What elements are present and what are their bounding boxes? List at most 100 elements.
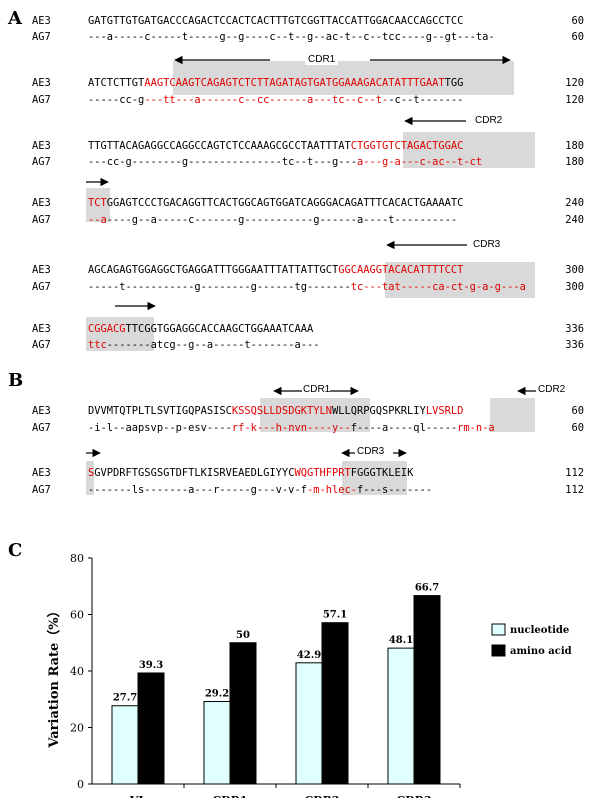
panel-b-cdr-arrows [86, 386, 536, 458]
panel-a-cdr-arrows [86, 55, 511, 311]
cdr3-aa-highlight [342, 461, 407, 495]
seq-name-ag7: AG7 [32, 339, 51, 351]
seq-position: 120 [565, 94, 584, 106]
cdr1-nt-highlight [173, 61, 514, 95]
chart-bars [111, 595, 441, 785]
aa-row-1-ae3: AE3 DVVMTQTPLTLSVTIGQPASISCKSSQSLLDSDGKT… [8, 404, 592, 418]
seq-name-ae3: AE3 [32, 405, 51, 417]
variation-rate-chart: 0 20 40 60 80 VL 27.7 39.3 CDR1 29.2 50 CDR2 42.9 57… [46, 552, 572, 798]
seq-name-ae3: AE3 [32, 140, 51, 152]
seq-ag7: ---cc-g--------g---------------tc--t---g… [88, 156, 483, 168]
seq-ag7: ---a-----c-----t-----g--g----c--t--g--ac… [88, 31, 495, 43]
cdr2-nt-highlight-a [403, 132, 535, 168]
legend-swatch-amino-acid [491, 644, 506, 657]
cdr3-nt-label: CDR3 [473, 239, 501, 250]
seq-ag7: -------ls-------a---r-----g---v-v-f-m-hl… [88, 484, 433, 496]
nt-row-6-ag7: AG7 ttc-------atcg--g--a-----t-------a--… [8, 338, 592, 352]
nt-row-5-ag7: AG7 -----t-----------g--------g------tg-… [8, 280, 592, 294]
nt-row-1-ae3: AE3 GATGTTGTGATGACCCAGACTCCACTCACTTTGTCG… [8, 14, 592, 28]
chart-legend: nucleotide amino acid [491, 623, 572, 657]
data-label: 57.1 [323, 610, 347, 621]
y-tick-label: 60 [70, 609, 84, 622]
y-axis-label: Variation Rate（%） [46, 604, 62, 748]
cdr3-nt-highlight-a [385, 262, 535, 298]
seq-ae3: SGVPDRFTGSGSGTDFTLKISRVEAEDLGIYYCWQGTHFP… [88, 467, 414, 479]
data-label: 66.7 [415, 583, 439, 594]
aa-row-2-ag7: AG7 -------ls-------a---r-----g---v-v-f-… [8, 483, 592, 497]
seq-position: 60 [571, 422, 584, 434]
y-tick-label: 0 [77, 778, 84, 791]
bar-nucleotide-cdr1 [203, 701, 231, 785]
nt-row-6-ae3: AE3 CGGACGTTCGGTGGAGGCACCAAGCTGGAAATCAAA… [8, 322, 592, 336]
data-label: 48.1 [389, 635, 413, 646]
x-tick-label: VL [129, 794, 147, 798]
seq-position: 336 [565, 339, 584, 351]
cdr3-aa-label: CDR3 [357, 446, 385, 457]
x-tick-label: CDR3 [396, 794, 431, 798]
cdr2-nt-highlight-b [86, 188, 110, 222]
bar-amino-acid-vl [137, 672, 165, 785]
bar-nucleotide-cdr2 [295, 662, 323, 785]
seq-position: 60 [571, 31, 584, 43]
aa-row-1-ag7: AG7 -i-l--aapsvp--p-esv----rf-k---h-nvn-… [8, 421, 592, 435]
data-label: 29.2 [205, 689, 229, 700]
seq-position: 240 [565, 214, 584, 226]
bar-nucleotide-vl [111, 705, 139, 785]
cdr2-aa-end-highlight [86, 461, 94, 495]
seq-ag7: -----t-----------g--------g------tg-----… [88, 281, 526, 293]
aa-row-2-ae3: AE3 SGVPDRFTGSGSGTDFTLKISRVEAEDLGIYYCWQG… [8, 466, 592, 480]
cdr3-nt-highlight-b [86, 317, 154, 351]
seq-position: 336 [565, 323, 584, 335]
nt-row-3-ag7: AG7 ---cc-g--------g---------------tc--t… [8, 155, 592, 169]
bar-amino-acid-cdr2 [321, 622, 349, 785]
bar-amino-acid-cdr1 [229, 642, 257, 785]
cdr1-aa-label: CDR1 [303, 384, 331, 395]
seq-ae3: DVVMTQTPLTLSVTIGQPASISCKSSQSLLDSDGKTYLNW… [88, 405, 464, 417]
seq-position: 180 [565, 156, 584, 168]
nt-row-2-ag7: AG7 -----cc-g---tt---a------c--cc------a… [8, 93, 592, 107]
seq-name-ae3: AE3 [32, 323, 51, 335]
y-tick-label: 20 [70, 722, 84, 735]
legend-label-nucleotide: nucleotide [510, 625, 569, 636]
cdr1-nt-label: CDR1 [305, 54, 339, 65]
seq-ag7: ttc-------atcg--g--a-----t-------a--- [88, 339, 320, 351]
x-tick-label: CDR2 [304, 794, 339, 798]
seq-ae3: ATCTCTTGTAAGTCAAGTCAGAGTCTCTTAGATAGTGATG… [88, 77, 464, 89]
y-tick-label: 80 [70, 552, 84, 565]
legend-swatch-nucleotide [491, 623, 506, 636]
x-tick-label: CDR1 [212, 794, 247, 798]
seq-ae3: TTGTTACAGAGGCCAGGCCAGTCTCCAAAGCGCCTAATTT… [88, 140, 464, 152]
seq-position: 300 [565, 281, 584, 293]
seq-name-ae3: AE3 [32, 77, 51, 89]
bar-amino-acid-cdr3 [413, 595, 441, 785]
seq-name-ag7: AG7 [32, 422, 51, 434]
panel-c-label: C [8, 540, 23, 561]
nt-row-5-ae3: AE3 AGCAGAGTGGAGGCTGAGGATTTGGGAATTTATTAT… [8, 263, 592, 277]
nt-row-4-ag7: AG7 --a----g--a-----c-------g-----------… [8, 213, 592, 227]
seq-ae3: TCTGGAGTCCCTGACAGGTTCACTGGCAGTGGATCAGGGA… [88, 197, 464, 209]
seq-name-ae3: AE3 [32, 15, 51, 27]
seq-name-ag7: AG7 [32, 214, 51, 226]
seq-name-ae3: AE3 [32, 264, 51, 276]
seq-name-ag7: AG7 [32, 31, 51, 43]
seq-position: 180 [565, 140, 584, 152]
panel-b-label: B [8, 370, 24, 391]
cdr2-nt-label: CDR2 [475, 115, 503, 126]
data-label: 27.7 [113, 693, 137, 704]
panel-a-label: A [8, 8, 22, 29]
seq-position: 60 [571, 15, 584, 27]
data-label: 50 [236, 630, 250, 641]
chart-labels: VL 27.7 39.3 CDR1 29.2 50 CDR2 42.9 57.1 CDR3 48.1… [113, 583, 439, 798]
cdr2-aa-label: CDR2 [538, 384, 566, 395]
seq-name-ag7: AG7 [32, 94, 51, 106]
bar-nucleotide-cdr3 [387, 647, 415, 785]
seq-name-ae3: AE3 [32, 197, 51, 209]
legend-label-amino-acid: amino acid [510, 646, 572, 657]
seq-position: 60 [571, 405, 584, 417]
seq-name-ae3: AE3 [32, 467, 51, 479]
seq-name-ag7: AG7 [32, 156, 51, 168]
seq-position: 240 [565, 197, 584, 209]
cdr2-aa-highlight [490, 398, 535, 432]
nt-row-3-ae3: AE3 TTGTTACAGAGGCCAGGCCAGTCTCCAAAGCGCCTA… [8, 139, 592, 153]
nt-row-4-ae3: AE3 TCTGGAGTCCCTGACAGGTTCACTGGCAGTGGATCA… [8, 196, 592, 210]
